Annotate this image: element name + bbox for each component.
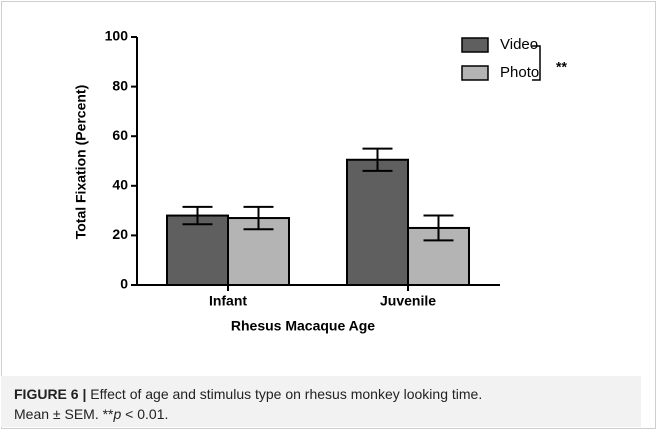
bar — [166, 214, 229, 286]
error-bar — [362, 147, 393, 172]
caption-text: Effect of age and stimulus type on rhesu… — [90, 386, 483, 402]
x-tick-label: Juvenile — [380, 293, 436, 309]
y-tick-label: 100 — [105, 28, 129, 44]
x-axis-label: Rhesus Macaque Age — [231, 318, 375, 334]
significance-bracket — [532, 45, 541, 81]
bar — [346, 158, 409, 286]
legend-swatch — [461, 65, 489, 81]
caption: FIGURE 6 | Effect of age and stimulus ty… — [1, 376, 641, 427]
x-tick-label: Infant — [209, 293, 247, 309]
caption-text: < 0.01. — [121, 406, 169, 422]
error-bar — [182, 205, 213, 226]
caption-text: Mean ± SEM. ** — [14, 406, 114, 422]
error-bar — [243, 205, 274, 231]
y-tick-label: 0 — [120, 276, 128, 292]
caption-label: FIGURE 6 | — [14, 386, 87, 402]
y-tick-label: 80 — [112, 77, 128, 93]
significance-annotation: ** — [556, 59, 567, 75]
chart: Total Fixation (Percent) Rhesus Macaque … — [73, 28, 568, 334]
error-bar — [423, 214, 454, 242]
y-axis-label: Total Fixation (Percent) — [73, 85, 89, 240]
legend-label: Video — [500, 36, 538, 53]
legend-swatch — [461, 37, 489, 53]
legend-label: Photo — [500, 64, 539, 81]
caption-p: p — [113, 406, 122, 422]
y-tick-label: 20 — [112, 226, 128, 242]
y-tick-label: 60 — [112, 127, 128, 143]
y-tick-label: 40 — [112, 177, 128, 193]
